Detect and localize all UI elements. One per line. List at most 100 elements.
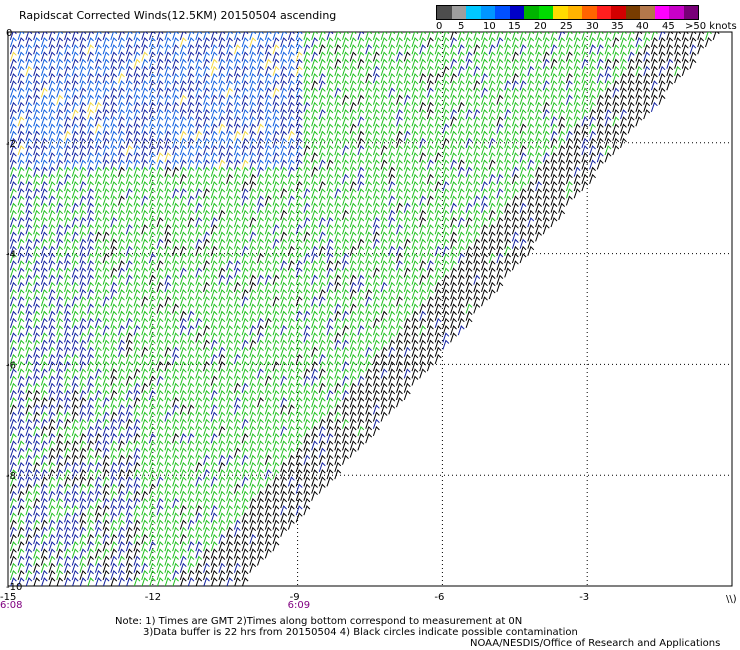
wind-barb-4697: [141, 577, 149, 586]
wind-barb-1200: [542, 123, 550, 134]
wind-barb-518: [527, 65, 535, 76]
wind-barb-2656: [419, 267, 427, 278]
wind-barb-2981: [473, 303, 481, 314]
wind-barb-3363: [249, 353, 257, 365]
wind-barb-1941: [272, 195, 280, 206]
wind-barb-63: [496, 32, 504, 40]
wind-barb-699: [573, 80, 581, 91]
wind-barb-4581: [249, 548, 257, 559]
wind-barb-350: [604, 51, 612, 62]
wind-barb-2972: [403, 303, 411, 314]
wind-barb-3894: [334, 425, 342, 437]
wind-barb-3717: [102, 404, 110, 415]
wind-barb-3610: [71, 389, 79, 401]
wind-barb-634: [71, 80, 79, 91]
wind-barb-4356: [210, 505, 218, 516]
wind-barb-2769: [295, 281, 303, 292]
wind-barb-2494: [195, 253, 203, 264]
wind-barb-1376: [40, 145, 48, 156]
wind-barb-2508: [303, 253, 311, 264]
wind-barb-672: [365, 80, 373, 91]
wind-barb-1882: [388, 188, 396, 199]
wind-barb-1925: [148, 195, 156, 206]
wind-barb-2457: [434, 245, 442, 256]
wind-barb-748: [287, 87, 295, 98]
wind-barb-520: [542, 65, 550, 76]
wind-barb-2790: [457, 281, 465, 292]
wind-barb-4377: [71, 512, 79, 523]
wind-barb-969: [33, 109, 40, 120]
wind-barb-1802: [349, 181, 357, 192]
wind-barb-971: [48, 109, 56, 120]
wind-barb-3168: [64, 332, 71, 343]
wind-barb-1679: [573, 166, 581, 177]
wind-barb-1649: [342, 166, 349, 177]
wind-barb-1125: [596, 116, 604, 127]
wind-barb-3312: [287, 346, 295, 357]
wind-barb-3834: [241, 418, 249, 429]
wind-barb-702: [596, 80, 604, 91]
wind-barb-1303: [94, 137, 102, 148]
wind-barb-2584: [372, 260, 380, 271]
wind-barb-2417: [125, 245, 133, 256]
wind-barb-3402: [118, 361, 125, 372]
wind-barb-2448: [365, 245, 373, 256]
wind-barb-4094: [102, 461, 110, 473]
wind-barb-3347: [125, 353, 133, 365]
wind-barb-3842: [303, 418, 311, 429]
wind-barb-542: [33, 73, 40, 84]
wind-barb-1787: [233, 181, 241, 192]
wind-barb-3265: [365, 339, 373, 350]
wind-barb-2058: [56, 209, 64, 220]
wind-barb-833: [287, 94, 295, 105]
wind-barb-1826: [535, 181, 542, 192]
wind-barb-4526: [94, 541, 102, 552]
wind-barb-1507: [442, 152, 450, 163]
wind-barb-674: [380, 80, 388, 91]
wind-barb-340: [527, 51, 535, 62]
wind-barb-4476: [257, 526, 264, 537]
wind-barb-3490: [372, 368, 380, 379]
wind-barb-1215: [33, 130, 40, 141]
wind-barb-279: [56, 51, 64, 62]
wind-barb-1357: [511, 137, 519, 148]
wind-barb-3645: [342, 389, 349, 401]
wind-barb-3338: [56, 353, 64, 365]
wind-barb-3246: [218, 339, 226, 350]
wind-barb-3711: [56, 404, 64, 415]
wind-barb-4328: [295, 497, 303, 509]
wind-barb-1241: [233, 130, 241, 141]
wind-barb-2971: [396, 303, 403, 314]
wind-barb-3945: [357, 433, 365, 444]
wind-barb-3193: [257, 332, 264, 343]
wind-barb-4017: [195, 447, 203, 458]
wind-barb-3763: [71, 411, 79, 422]
wind-barb-3186: [203, 332, 210, 343]
wind-barb-4355: [203, 505, 210, 516]
wind-barb-858: [481, 94, 488, 105]
wind-barb-3158: [442, 325, 450, 336]
wind-barb-1604: [589, 159, 596, 170]
wind-barb-1428: [442, 145, 450, 156]
wind-barb-4662: [110, 569, 118, 581]
wind-barb-1579: [396, 159, 403, 170]
wind-barb-3395: [64, 361, 71, 372]
wind-barb-513: [488, 65, 496, 76]
wind-barb-1264: [411, 130, 419, 141]
wind-barb-2943: [179, 303, 187, 314]
wind-barb-4433: [210, 519, 218, 530]
wind-barb-1234: [179, 130, 187, 141]
wind-barb-1503: [411, 152, 419, 163]
wind-barb-3423: [280, 361, 288, 372]
wind-barb-4591: [64, 555, 71, 566]
wind-barb-2214: [156, 224, 164, 235]
wind-barb-147: [434, 37, 442, 48]
wind-barb-2804: [71, 289, 79, 300]
wind-barb-2722: [426, 274, 434, 285]
wind-barb-2844: [380, 289, 388, 300]
wind-barb-2867: [71, 296, 79, 307]
wind-barb-469: [148, 65, 156, 76]
wind-barb-4668: [156, 569, 164, 581]
wind-barb-810: [110, 94, 118, 105]
wind-barb-4003: [87, 447, 94, 458]
